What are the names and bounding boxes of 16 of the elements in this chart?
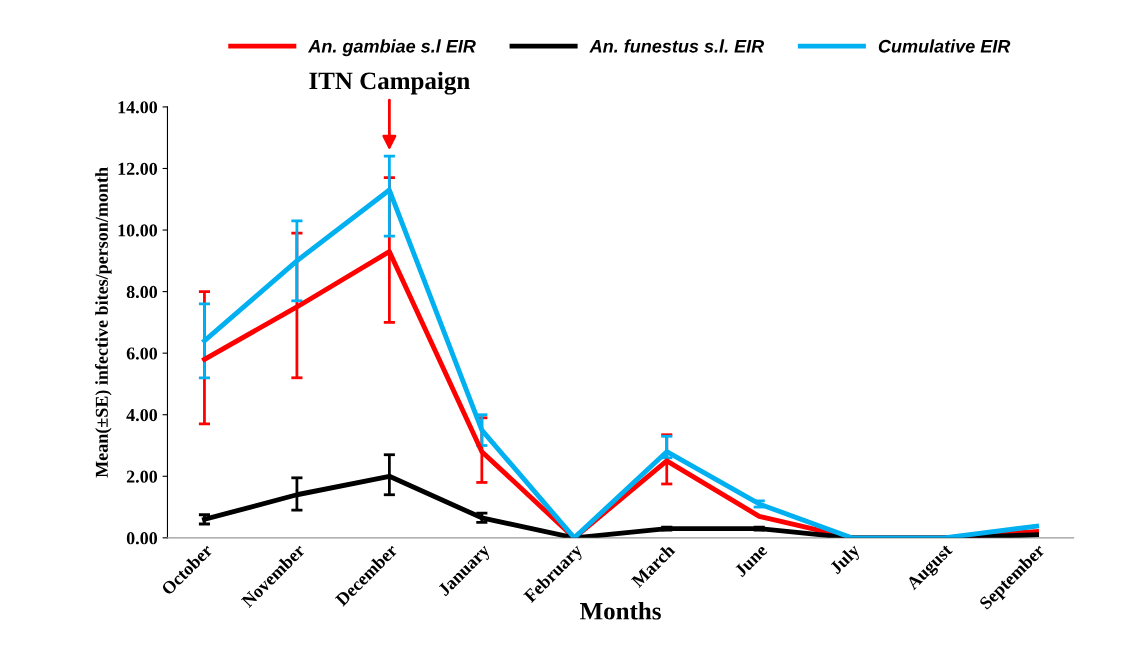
y-tick-label: 0.00 bbox=[126, 532, 158, 545]
y-tick-label: 8.00 bbox=[126, 285, 158, 299]
y-axis-title: Mean(±SE) infective bites/person/month bbox=[95, 167, 112, 478]
y-tick-label: 2.00 bbox=[126, 470, 158, 483]
y-tick-label: 12.00 bbox=[118, 162, 158, 175]
legend-label: An. funestus s.l. EIR bbox=[589, 39, 765, 53]
y-tick-label: 4.00 bbox=[126, 408, 158, 422]
legend-label: Cumulative EIR bbox=[878, 39, 1011, 53]
x-tick-label: June bbox=[734, 543, 768, 578]
annotation: ITN Campaign bbox=[309, 71, 470, 95]
y-tick-label: 14.00 bbox=[118, 101, 158, 114]
x-tick-label: July bbox=[828, 542, 864, 578]
y-tick-label: 6.00 bbox=[126, 347, 158, 360]
legend-label: An. gambiae s.l EIR bbox=[307, 39, 476, 57]
x-axis-title: Months bbox=[579, 602, 661, 620]
y-tick-label: 10.00 bbox=[118, 224, 158, 237]
